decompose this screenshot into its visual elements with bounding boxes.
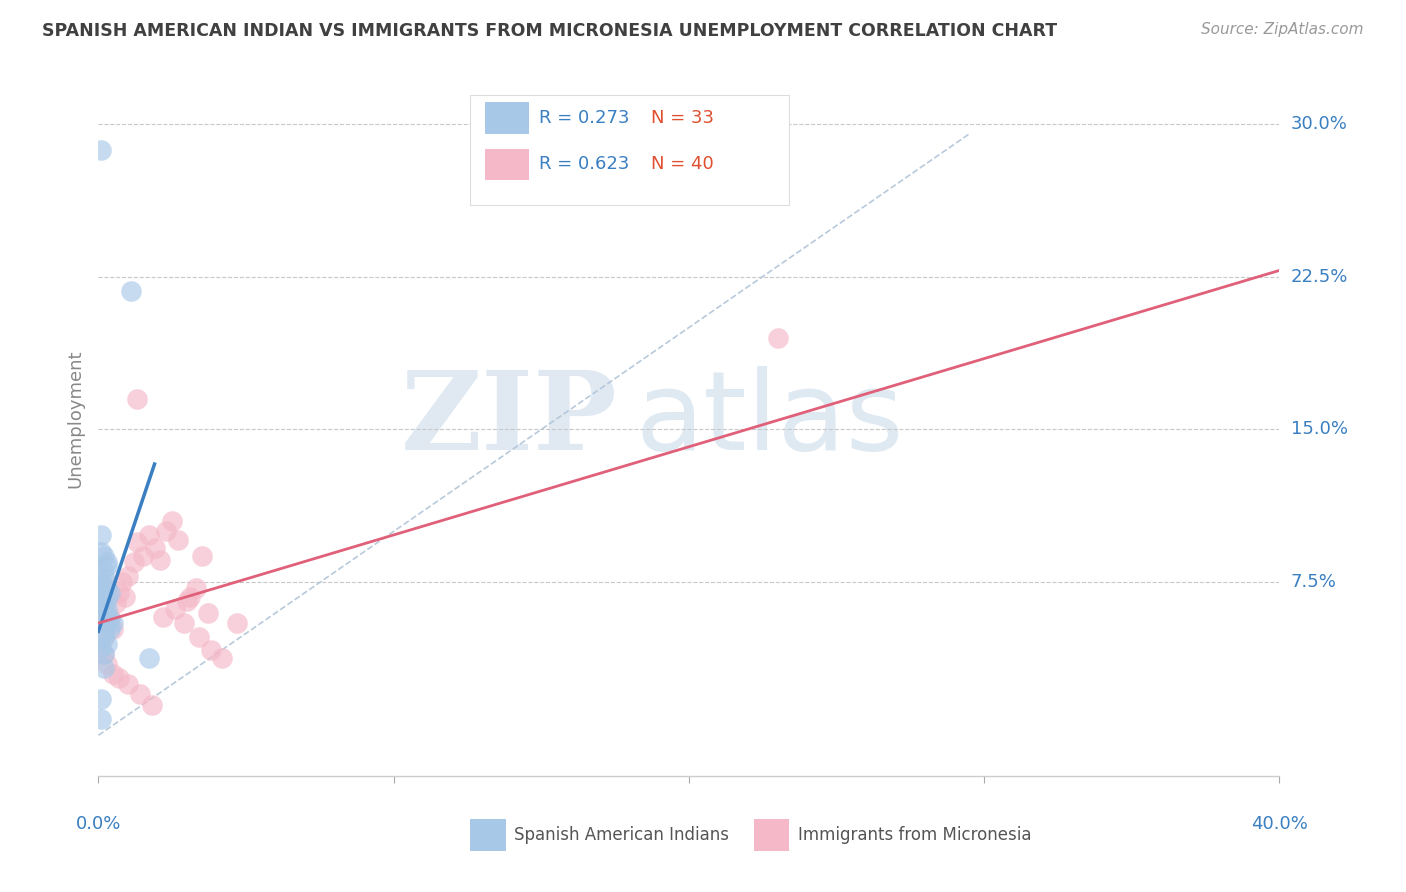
Point xyxy=(766,331,789,345)
Point xyxy=(93,661,115,675)
Point xyxy=(98,585,121,599)
Point xyxy=(162,514,183,528)
Point xyxy=(179,590,201,604)
Text: 7.5%: 7.5% xyxy=(1291,574,1337,591)
FancyBboxPatch shape xyxy=(754,819,789,851)
Point xyxy=(90,545,112,559)
Point xyxy=(90,528,112,542)
Point xyxy=(176,593,198,607)
Text: N = 40: N = 40 xyxy=(651,155,714,173)
Point xyxy=(96,559,118,574)
Point xyxy=(103,616,125,631)
Point xyxy=(111,575,134,590)
Point xyxy=(93,631,115,645)
Point xyxy=(138,528,160,542)
Point xyxy=(98,622,121,636)
Point xyxy=(165,602,187,616)
Point xyxy=(114,590,136,604)
Point xyxy=(96,582,118,596)
Text: 40.0%: 40.0% xyxy=(1251,815,1308,833)
Point xyxy=(152,610,174,624)
Point xyxy=(90,143,112,157)
Point xyxy=(98,612,121,626)
Text: 15.0%: 15.0% xyxy=(1291,420,1347,439)
Text: SPANISH AMERICAN INDIAN VS IMMIGRANTS FROM MICRONESIA UNEMPLOYMENT CORRELATION C: SPANISH AMERICAN INDIAN VS IMMIGRANTS FR… xyxy=(42,22,1057,40)
Point xyxy=(90,575,112,590)
Point xyxy=(90,596,112,610)
Point xyxy=(167,533,190,547)
Point xyxy=(125,534,148,549)
Point xyxy=(125,392,148,406)
Point xyxy=(122,555,145,569)
Text: Source: ZipAtlas.com: Source: ZipAtlas.com xyxy=(1201,22,1364,37)
Point xyxy=(132,549,155,563)
FancyBboxPatch shape xyxy=(471,95,789,205)
FancyBboxPatch shape xyxy=(471,819,506,851)
Point xyxy=(93,647,115,661)
Point xyxy=(117,569,139,583)
Point xyxy=(103,667,125,681)
Point xyxy=(155,524,177,539)
Text: 30.0%: 30.0% xyxy=(1291,114,1347,133)
Point xyxy=(197,606,219,620)
Point xyxy=(93,631,115,645)
Point xyxy=(117,677,139,691)
Text: atlas: atlas xyxy=(636,366,904,473)
Point xyxy=(128,688,150,702)
Point xyxy=(98,610,121,624)
Point xyxy=(141,698,163,712)
Point xyxy=(108,671,131,685)
Point xyxy=(90,691,112,706)
Point xyxy=(93,626,115,640)
Point xyxy=(226,616,249,631)
Point xyxy=(143,541,166,555)
Point xyxy=(103,622,125,636)
Point xyxy=(93,549,115,563)
Text: Spanish American Indians: Spanish American Indians xyxy=(515,826,730,844)
Text: ZIP: ZIP xyxy=(401,366,619,473)
FancyBboxPatch shape xyxy=(485,103,530,134)
Point xyxy=(108,585,131,599)
Point xyxy=(93,571,115,585)
Point xyxy=(191,549,214,563)
Point xyxy=(187,631,209,645)
Text: R = 0.273: R = 0.273 xyxy=(538,109,630,127)
Point xyxy=(90,640,112,655)
Point xyxy=(211,650,233,665)
Point xyxy=(173,616,195,631)
Text: 22.5%: 22.5% xyxy=(1291,268,1348,285)
Point xyxy=(96,555,118,569)
Point xyxy=(93,579,115,593)
Text: R = 0.623: R = 0.623 xyxy=(538,155,630,173)
Text: Immigrants from Micronesia: Immigrants from Micronesia xyxy=(797,826,1031,844)
Point xyxy=(96,602,118,616)
Point xyxy=(90,602,112,616)
Point xyxy=(200,642,222,657)
Point xyxy=(93,565,115,579)
Text: N = 33: N = 33 xyxy=(651,109,714,127)
Point xyxy=(138,650,160,665)
Point xyxy=(105,596,128,610)
Point xyxy=(93,606,115,620)
Point xyxy=(96,610,118,624)
Point xyxy=(93,590,115,604)
Text: 0.0%: 0.0% xyxy=(76,815,121,833)
Point xyxy=(90,712,112,726)
Y-axis label: Unemployment: Unemployment xyxy=(66,350,84,489)
Point xyxy=(96,616,118,631)
Point xyxy=(184,582,207,596)
Point xyxy=(93,599,115,614)
Point xyxy=(120,284,142,298)
Point xyxy=(96,616,118,631)
Point xyxy=(96,636,118,650)
Point xyxy=(149,553,172,567)
Point xyxy=(96,657,118,671)
FancyBboxPatch shape xyxy=(485,149,530,180)
Point xyxy=(93,647,115,661)
Point xyxy=(96,591,118,606)
